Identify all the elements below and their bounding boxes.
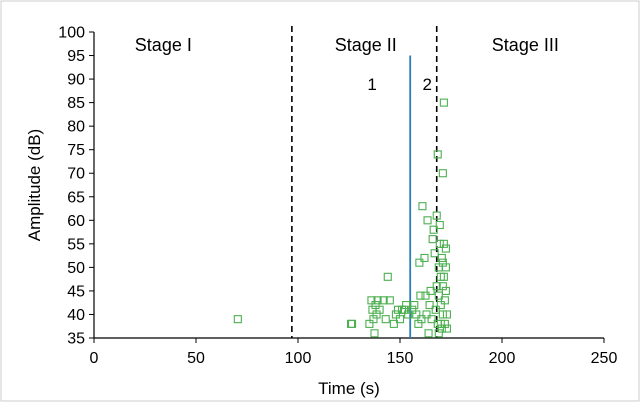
x-tick-label: 0 [90,350,99,367]
data-point [441,286,450,295]
y-tick-label: 80 [67,119,85,136]
data-point [383,272,392,281]
data-point [373,296,382,305]
x-tick-label: 100 [285,350,312,367]
y-tick-label: 40 [67,307,85,324]
data-point [400,305,409,314]
y-tick-label: 70 [67,166,85,183]
data-point [420,253,429,263]
data-point [426,286,435,295]
data-point [435,220,444,230]
data-point [412,310,421,319]
y-tick-label: 95 [67,48,85,65]
stage-label: Stage I [135,35,192,55]
data-point [439,98,448,107]
data-point [442,324,451,333]
data-point [391,310,400,319]
region-label: 2 [422,75,431,94]
data-point [436,300,445,310]
data-point [440,296,449,305]
y-tick-label: 100 [58,25,85,42]
data-point [402,300,411,310]
data-point [404,310,413,319]
x-tick-label: 50 [187,350,205,367]
data-point [429,225,438,234]
y-tick-label: 65 [67,189,85,206]
data-point [371,300,380,310]
data-point [233,315,242,324]
x-tick-label: 200 [489,350,516,367]
y-axis-title: Amplitude (dB) [25,129,44,241]
data-point [427,315,436,324]
data-point [432,282,441,291]
data-point [385,296,394,305]
data-point [439,239,448,248]
data-point [417,315,426,324]
data-point [430,249,439,258]
data-point [441,244,450,253]
data-point [367,296,376,305]
stage-label: Stage III [492,35,559,55]
data-point [348,319,357,328]
y-tick-label: 50 [67,260,85,277]
data-point [423,216,432,225]
data-point [393,305,403,314]
y-tick-label: 60 [67,213,85,230]
data-point [415,258,424,267]
data-point [438,169,447,178]
x-tick-label: 150 [387,350,414,367]
x-axis-title: Time (s) [318,379,380,398]
data-point [370,329,379,338]
y-tick-label: 85 [67,95,85,112]
y-tick-label: 75 [67,142,85,159]
data-point [438,310,447,319]
data-point [416,291,425,300]
data-point [421,291,430,300]
data-point [440,319,449,328]
data-point [422,310,431,319]
data-point [431,305,440,314]
x-tick-label: 250 [591,350,618,367]
data-point [408,305,417,314]
stage-label: Stage II [335,35,397,55]
data-point [381,315,390,324]
y-tick-label: 55 [67,236,85,253]
data-point [428,235,437,244]
data-point [436,319,445,328]
data-point [441,263,450,272]
data-point [439,272,448,281]
y-tick-label: 90 [67,72,85,89]
data-point [410,300,419,310]
data-point [434,291,443,300]
data-point [418,202,427,211]
data-point [389,319,398,328]
data-point [424,329,433,338]
data-point [432,211,441,220]
data-point [365,319,374,328]
data-point [433,150,442,159]
data-point [375,305,384,314]
data-point [425,300,434,310]
data-point [395,315,405,324]
y-tick-label: 35 [67,331,85,348]
region-label: 1 [367,75,376,94]
data-point [379,296,388,305]
data-point [435,239,444,248]
data-point [442,310,451,319]
y-tick-label: 45 [67,283,85,300]
data-point [437,253,446,263]
